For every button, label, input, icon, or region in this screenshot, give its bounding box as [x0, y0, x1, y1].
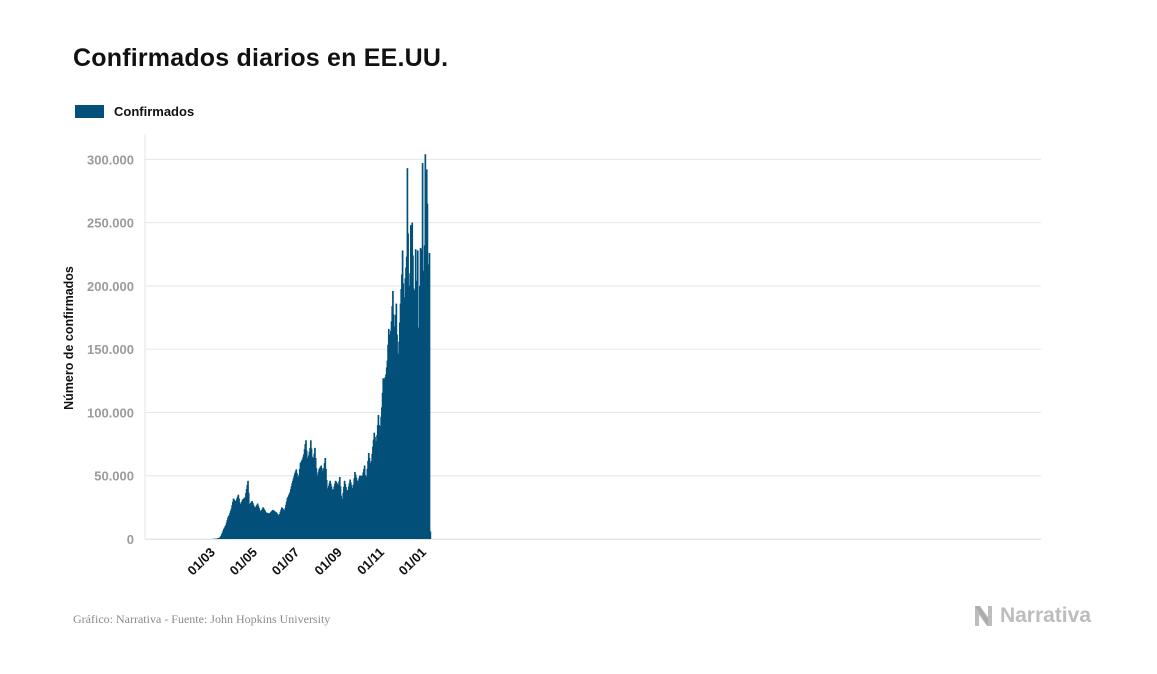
- y-tick-label: 300.000: [87, 152, 134, 167]
- bar: [428, 252, 431, 539]
- source-footer: Gráfico: Narrativa - Fuente: John Hopkin…: [73, 612, 331, 626]
- legend: Confirmados: [75, 104, 194, 119]
- x-tick-label: 01/11: [354, 545, 387, 578]
- legend-swatch: [75, 105, 104, 118]
- y-axis-label: Número de confirmados: [62, 266, 76, 410]
- y-tick-label: 150.000: [87, 342, 134, 357]
- bar: [429, 531, 432, 539]
- y-tick-label: 250.000: [87, 216, 134, 231]
- x-tick-label: 01/09: [311, 545, 345, 579]
- x-tick-label: 01/05: [227, 545, 261, 579]
- x-tick-label: 01/03: [184, 545, 218, 579]
- brand-logo: Narrativa: [974, 604, 1091, 628]
- chart-title: Confirmados diarios en EE.UU.: [73, 44, 449, 72]
- x-tick-label: 01/01: [396, 545, 430, 579]
- y-tick-label: 100.000: [87, 405, 134, 420]
- y-tick-label: 50.000: [94, 469, 134, 484]
- legend-label: Confirmados: [114, 104, 195, 119]
- y-tick-label: 0: [127, 532, 134, 547]
- narrativa-n-logo-icon: [974, 606, 992, 626]
- y-tick-label: 200.000: [87, 279, 134, 294]
- x-tick-label: 01/07: [269, 545, 303, 579]
- brand-name: Narrativa: [999, 604, 1091, 627]
